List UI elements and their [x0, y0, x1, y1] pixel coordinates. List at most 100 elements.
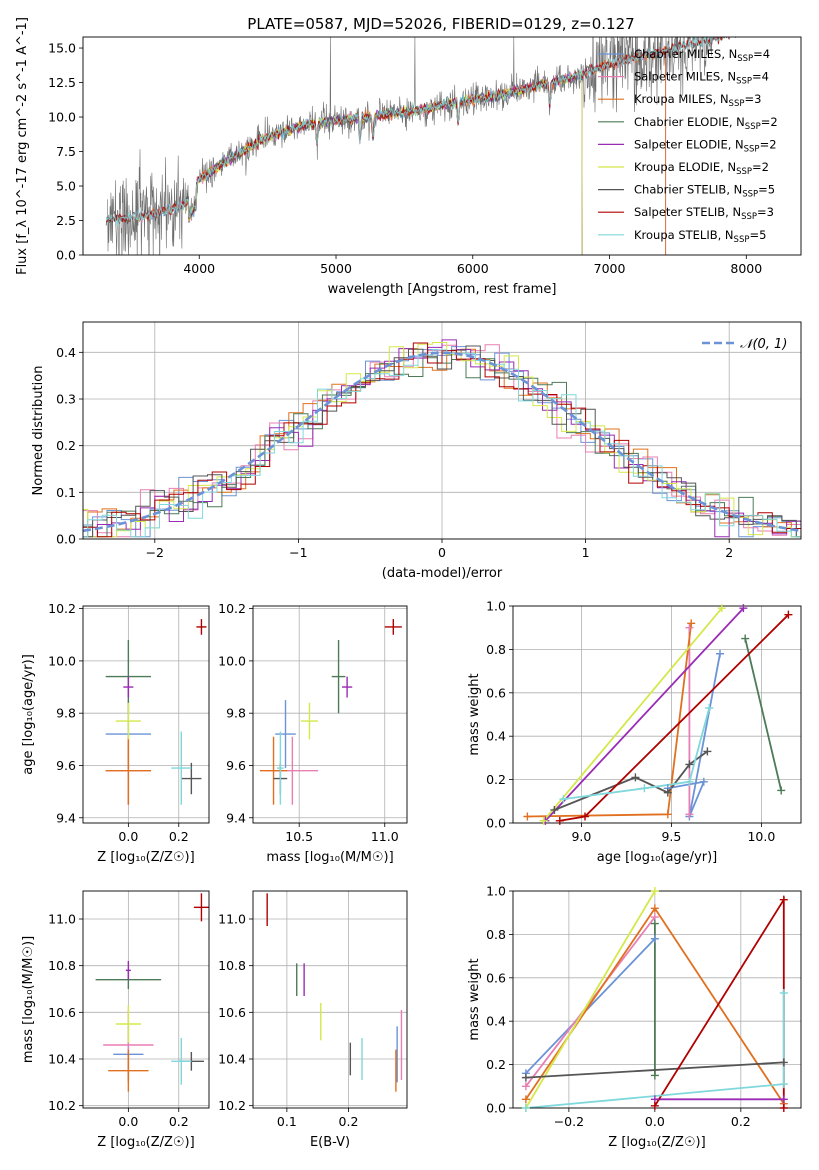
spectrum-panel: 4000 5000 6000 7000 8000 0.0 2.5 5.0 7.5 10.0 12.5… [15, 17, 802, 297]
x-tick-label: 9.0 [571, 829, 591, 844]
kroupa-miles-weight-marker [687, 619, 696, 628]
kroupa-stelib-weight-marker [640, 784, 649, 793]
kroupa-elodie-weight-marker [717, 604, 726, 613]
x-tick-label: 10.5 [285, 829, 313, 844]
observed-spectrum-line [107, 37, 713, 255]
y-tick-label: 9.6 [226, 758, 246, 773]
y-tick-label: 15.0 [48, 41, 76, 56]
kroupa-elodie-histogram [83, 342, 801, 538]
y-tick-label: 10.4 [48, 1052, 76, 1067]
legend-suffix: =2 [760, 137, 777, 151]
legend-subscript: SSP [736, 77, 752, 87]
chabrier-elodie-weight-marker [741, 634, 750, 643]
kroupa-miles-weight-marker [650, 904, 659, 913]
kroupa-miles-weight-marker [523, 812, 532, 821]
mass-weight-vs-metallicity-panel: −0.2 0.0 0.2 0.0 0.2 0.4 0.6 0.8 1.0 Z [log₁₀(Z/Z… [467, 884, 802, 1150]
legend-entry: Chabrier MILES, NSSP=4 [634, 47, 770, 64]
chabrier-elodie-weight-line [744, 638, 783, 791]
plot-area [513, 606, 801, 823]
chabrier-miles-weight-marker [650, 934, 659, 943]
x-tick-label: 0.2 [169, 1114, 189, 1129]
y-tick-label: 0.4 [486, 1014, 506, 1029]
kroupa-elodie-weight-marker [539, 816, 548, 825]
chabrier-miles-weight-line [667, 653, 721, 817]
plot-area [253, 891, 407, 1108]
legend-subscript: SSP [729, 99, 745, 109]
salpeter-elodie-weight-marker [779, 1095, 788, 1104]
age-vs-mass-panel: 10.5 11.0 9.4 9.6 9.8 10.0 10.2 mass [log₁₀(M/M… [218, 601, 408, 865]
x-tick-label: 0 [438, 545, 446, 560]
salpeter-stelib-weight-marker [784, 610, 793, 619]
mass-vs-ebv-panel: 0.1 0.2 10.2 10.4 10.6 10.8 11.0 E(B-V) [218, 890, 408, 1150]
mass-weight-vs-age-panel: 9.0 9.5 10.0 0.0 0.2 0.4 0.6 0.8 1.0 age [log₁₀(a… [467, 599, 802, 865]
axes-frame [252, 605, 408, 824]
kroupa-stelib-weight-marker [779, 1080, 788, 1089]
salpeter-miles-weight-line [525, 916, 656, 1087]
y-tick-label: 11.0 [218, 912, 246, 927]
legend-label: Salpeter STELIB, N [634, 205, 741, 219]
chabrier-miles-weight-marker [699, 777, 708, 786]
y-tick-label: 10.0 [218, 653, 246, 668]
axes-frame [82, 36, 802, 256]
x-axis-label: wavelength [Angstrom, rest frame] [328, 282, 557, 297]
y-tick-label: 10.0 [48, 110, 76, 125]
salpeter-stelib-weight-marker [555, 816, 564, 825]
y-tick-label: 0.0 [56, 532, 76, 547]
x-axis-label: E(B-V) [310, 1135, 350, 1150]
legend-subscript: SSP [736, 167, 752, 177]
chabrier-stelib-histogram [83, 345, 801, 538]
legend-label: Kroupa STELIB, N [634, 228, 734, 242]
legend-label: Chabrier MILES, N [634, 47, 737, 61]
x-tick-label: 0.2 [169, 829, 189, 844]
figure-title: PLATE=0587, MJD=52026, FIBERID=0129, z=0… [247, 15, 634, 33]
salpeter-elodie-model-line [185, 70, 583, 255]
y-tick-label: 10.4 [218, 1052, 246, 1067]
x-tick-label: 0.1 [277, 1114, 297, 1129]
y-tick-label: 10.2 [48, 601, 76, 616]
legend-label: Chabrier STELIB, N [634, 183, 742, 197]
x-tick-label: 0.0 [645, 1114, 665, 1129]
kroupa-stelib-weight-line [563, 707, 711, 800]
kroupa-elodie-weight-marker [650, 887, 659, 895]
kroupa-stelib-weight-marker [779, 988, 788, 997]
y-tick-label: 0.2 [486, 772, 506, 787]
x-tick-label: 0.0 [118, 1114, 138, 1129]
legend-subscript: SSP [741, 212, 757, 222]
y-tick-label: 1.0 [486, 884, 506, 899]
salpeter-elodie-weight-line [544, 607, 745, 822]
kroupa-stelib-weight-marker [705, 703, 714, 712]
y-tick-label: 2.5 [56, 213, 76, 228]
x-axis-label: Z [log₁₀(Z/Z☉)] [97, 850, 194, 865]
chabrier-miles-histogram [83, 346, 801, 538]
legend-subscript: SSP [744, 144, 760, 154]
axes-frame [512, 605, 802, 824]
legend-subscript: SSP [737, 54, 753, 64]
legend-suffix: =4 [752, 70, 769, 84]
salpeter-stelib-weight-line [559, 614, 790, 822]
plot-area [105, 37, 746, 255]
chabrier-miles-weight-line [525, 938, 656, 1074]
chabrier-stelib-weight-marker [550, 805, 559, 814]
y-axis-label: mass weight [467, 958, 482, 1040]
legend-suffix: =3 [757, 205, 774, 219]
salpeter-stelib-weight-marker [779, 1104, 788, 1112]
legend-suffix: =5 [749, 228, 766, 242]
legend-entry: Kroupa STELIB, NSSP=5 [634, 228, 766, 245]
y-tick-label: 12.5 [48, 75, 76, 90]
kroupa-miles-weight-marker [521, 1095, 530, 1104]
x-axis-label: Z [log₁₀(Z/Z☉)] [608, 1135, 705, 1150]
y-tick-label: 7.5 [56, 144, 76, 159]
legend-entry: Kroupa ELODIE, NSSP=2 [634, 160, 769, 177]
plot-area [83, 322, 801, 539]
y-tick-label: 10.8 [218, 958, 246, 973]
salpeter-miles-model-line [136, 47, 667, 255]
legend-entry: Salpeter ELODIE, NSSP=2 [634, 137, 777, 154]
x-tick-label: −0.2 [554, 1114, 584, 1129]
x-tick-label: 1 [582, 545, 590, 560]
x-tick-label: 2 [725, 545, 733, 560]
y-tick-label: 0.2 [486, 1057, 506, 1072]
y-tick-label: 9.4 [56, 810, 76, 825]
kroupa-stelib-weight-marker [685, 777, 694, 786]
